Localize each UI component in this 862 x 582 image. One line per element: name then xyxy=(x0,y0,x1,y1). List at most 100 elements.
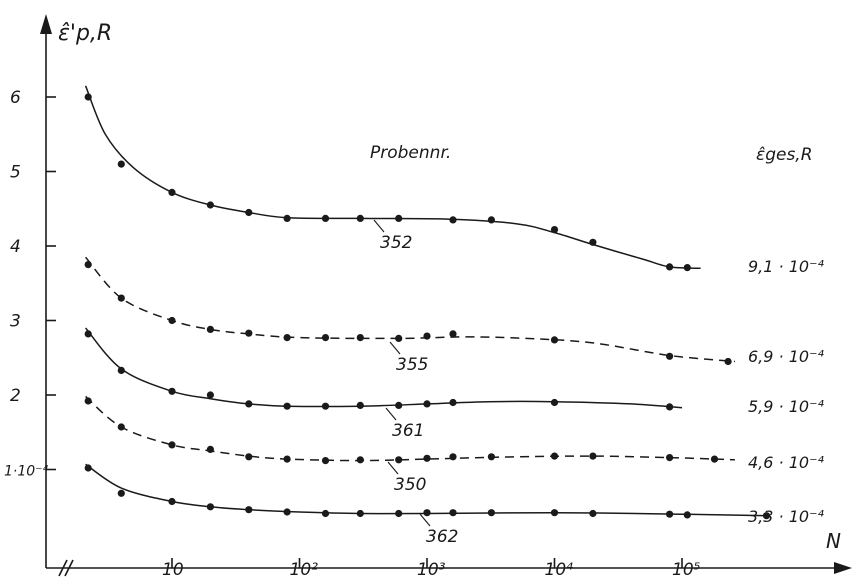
data-point xyxy=(117,160,125,168)
data-point xyxy=(168,188,176,196)
series-name-label: 350 xyxy=(394,475,426,495)
data-point xyxy=(117,366,125,374)
x-axis-label: N xyxy=(826,529,841,553)
data-point xyxy=(84,330,92,338)
x-ticks: 10 10² 10³ 10⁴ 10⁵ xyxy=(162,558,701,580)
ges-value-label: 6,9 · 10⁻⁴ xyxy=(748,347,825,366)
series-name-leader xyxy=(387,461,399,475)
data-point xyxy=(117,294,125,302)
data-point xyxy=(550,226,559,234)
data-point xyxy=(245,400,253,408)
data-point xyxy=(321,402,330,410)
data-point xyxy=(395,214,403,222)
y-tick-label: 3 xyxy=(10,312,21,332)
data-point xyxy=(423,332,431,340)
data-point xyxy=(168,316,176,325)
ges-value-label: 9,1 · 10⁻⁴ xyxy=(748,257,825,276)
series-name-leader xyxy=(419,513,431,527)
data-point xyxy=(356,401,364,409)
x-tick-label: 10⁴ xyxy=(545,560,574,580)
series-name-label: 355 xyxy=(396,355,428,375)
series-352: 352 9,1 · 10⁻⁴ xyxy=(84,85,825,276)
series-line xyxy=(85,395,735,462)
y-tick-label: 5 xyxy=(10,163,21,183)
y-tick-label: 1·10⁻⁴ xyxy=(4,464,49,480)
data-point xyxy=(206,445,214,453)
series-name-label: 362 xyxy=(426,527,458,547)
data-point xyxy=(666,510,674,518)
data-point xyxy=(710,455,719,463)
data-point xyxy=(283,402,291,410)
data-point xyxy=(666,454,674,462)
data-point xyxy=(168,387,176,395)
data-point xyxy=(168,441,176,449)
right-header: ε̂ges,R xyxy=(756,145,813,165)
data-point xyxy=(395,334,403,342)
data-point xyxy=(550,336,559,344)
data-point xyxy=(206,201,214,209)
data-point xyxy=(487,509,495,517)
data-point xyxy=(117,423,125,431)
data-point xyxy=(245,329,253,337)
y-axis-arrow xyxy=(40,14,52,34)
data-point xyxy=(449,509,457,517)
data-point xyxy=(245,453,253,461)
series-name-leader xyxy=(389,341,401,355)
data-point xyxy=(168,497,176,506)
data-point xyxy=(423,509,431,517)
data-point xyxy=(356,509,364,518)
series-line xyxy=(85,463,769,517)
data-point xyxy=(84,464,92,472)
y-axis-label: ε̂'p,R xyxy=(58,21,112,46)
data-point xyxy=(206,391,214,399)
data-point xyxy=(449,216,457,224)
series-name-label: 352 xyxy=(380,233,412,253)
data-point xyxy=(245,506,253,514)
y-ticks: 1·10⁻⁴ 2 3 4 5 6 xyxy=(4,88,56,480)
data-point xyxy=(206,503,214,511)
x-axis-arrow xyxy=(834,562,852,574)
data-point xyxy=(449,453,457,461)
data-point xyxy=(683,511,691,519)
y-tick-label: 6 xyxy=(10,88,21,108)
data-point xyxy=(395,509,403,518)
data-point xyxy=(321,457,330,465)
series-name-leader xyxy=(385,407,397,421)
data-point xyxy=(589,509,597,518)
data-point xyxy=(550,398,559,407)
series-362: 362 3,3 · 10⁻⁴ xyxy=(84,463,825,547)
data-point xyxy=(487,453,495,461)
data-point xyxy=(245,208,253,217)
data-point xyxy=(117,489,125,497)
data-point xyxy=(283,455,291,463)
ges-value-label: 3,3 · 10⁻⁴ xyxy=(748,507,825,526)
legend-title: Probennr. xyxy=(370,143,451,163)
data-point xyxy=(683,264,691,272)
series-name-leader xyxy=(373,219,385,233)
data-point xyxy=(423,400,431,408)
data-point xyxy=(356,456,364,464)
data-point xyxy=(321,334,330,342)
data-point xyxy=(395,456,403,464)
axis-break xyxy=(58,559,74,577)
ges-value-label: 4,6 · 10⁻⁴ xyxy=(748,453,825,472)
data-point xyxy=(449,398,457,407)
x-tick-label: 10⁵ xyxy=(672,560,701,580)
data-point xyxy=(206,325,214,333)
data-point xyxy=(550,509,559,517)
x-tick-label: 10 xyxy=(162,560,184,580)
data-point xyxy=(84,261,92,269)
data-point xyxy=(84,93,92,101)
data-point xyxy=(666,352,674,360)
data-point xyxy=(356,214,364,222)
data-point xyxy=(321,214,330,222)
data-point xyxy=(283,214,291,222)
y-tick-label: 2 xyxy=(10,386,21,406)
data-point xyxy=(283,508,291,516)
series-355: 355 6,9 · 10⁻⁴ xyxy=(84,256,825,375)
data-point xyxy=(724,357,732,366)
series-361: 361 5,9 · 10⁻⁴ xyxy=(84,327,825,441)
data-point xyxy=(762,512,771,520)
